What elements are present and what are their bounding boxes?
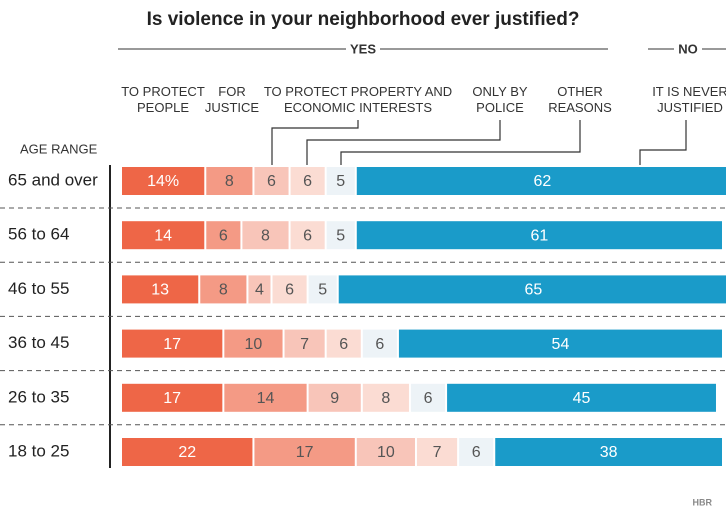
bar-segment (224, 329, 283, 358)
bar-segment (248, 275, 271, 304)
row-label: 56 to 64 (8, 225, 69, 244)
value-label: 13 (151, 282, 169, 299)
value-label: 17 (296, 444, 314, 461)
value-label: 8 (261, 227, 270, 244)
value-label: 7 (300, 336, 309, 353)
bar-segment (284, 329, 325, 358)
value-label: 6 (472, 444, 481, 461)
value-label: 38 (600, 444, 618, 461)
value-label: 5 (336, 227, 345, 244)
value-label: 14 (257, 390, 275, 407)
series-label: FOR JUSTICE (204, 84, 260, 115)
bar-segment (224, 383, 307, 412)
value-label: 5 (318, 282, 327, 299)
value-label: 61 (530, 227, 548, 244)
value-label: 6 (285, 282, 294, 299)
value-label: 14 (154, 227, 172, 244)
value-label: 6 (219, 227, 228, 244)
bar-segment (308, 275, 337, 304)
bar-segment (410, 383, 446, 412)
value-label: 14% (147, 173, 179, 190)
row-label: 65 and over (8, 170, 98, 189)
value-label: 65 (524, 282, 542, 299)
value-label: 9 (330, 390, 339, 407)
bar-segment (495, 438, 722, 466)
bar-segment (356, 221, 722, 250)
value-label: 8 (225, 173, 234, 190)
bar-segment (122, 438, 253, 466)
bar-segment (308, 383, 361, 412)
bar-segment (254, 438, 355, 466)
bar-segment (398, 329, 722, 358)
bar-segment (290, 221, 325, 250)
value-label: 7 (433, 444, 442, 461)
bar-segment (326, 221, 355, 250)
group-label: NO (678, 41, 698, 56)
value-label: 8 (219, 282, 228, 299)
bar-segment (290, 167, 325, 195)
value-label: 17 (163, 336, 181, 353)
bar-segment (122, 383, 223, 412)
series-label: TO PROTECT PEOPLE (121, 84, 205, 115)
bar-segment (416, 438, 458, 466)
bar-segment (356, 167, 726, 195)
bar-segment (362, 383, 409, 412)
bar-segment (356, 438, 415, 466)
group-label: YES (350, 41, 376, 56)
value-label: 6 (339, 336, 348, 353)
series-label: TO PROTECT PROPERTY AND ECONOMIC INTERES… (263, 84, 453, 115)
bar-segment (122, 221, 205, 250)
value-label: 62 (534, 173, 552, 190)
bar-segment (122, 275, 199, 304)
value-label: 6 (375, 336, 384, 353)
value-label: 4 (255, 282, 264, 299)
value-label: 17 (163, 390, 181, 407)
bar-segment (272, 275, 307, 304)
bar-segment (122, 329, 223, 358)
value-label: 6 (303, 227, 312, 244)
value-label: 6 (267, 173, 276, 190)
bar-segment (326, 167, 355, 195)
series-label: ONLY BY POLICE (472, 84, 528, 115)
chart-title: Is violence in your neighborhood ever ju… (147, 9, 580, 30)
bar-segment (459, 438, 494, 466)
series-label: OTHER REASONS (548, 84, 612, 115)
bar-segment (326, 329, 361, 358)
row-label: 46 to 55 (8, 279, 69, 298)
bar-segment (122, 167, 205, 195)
value-label: 6 (303, 173, 312, 190)
source-logo: HBR (693, 497, 713, 507)
value-label: 5 (336, 173, 345, 190)
axis-label: AGE RANGE (20, 141, 98, 156)
value-label: 6 (424, 390, 433, 407)
bar-segment (338, 275, 726, 304)
leader-lines (271, 120, 687, 165)
bar-segment (200, 275, 247, 304)
bar-segment (254, 167, 289, 195)
value-label: 8 (381, 390, 390, 407)
row-label: 18 to 25 (8, 441, 69, 460)
value-label: 10 (245, 336, 263, 353)
row-label: 36 to 45 (8, 333, 69, 352)
row-label: 26 to 35 (8, 387, 69, 406)
value-label: 54 (552, 336, 570, 353)
bar-segment (362, 329, 397, 358)
bar-segment (206, 167, 253, 195)
bar-segment (206, 221, 241, 250)
value-label: 22 (178, 444, 196, 461)
value-label: 45 (573, 390, 591, 407)
bar-segment (242, 221, 289, 250)
value-label: 10 (377, 444, 395, 461)
bar-segment (447, 383, 716, 412)
series-label: IT IS NEVER JUSTIFIED (652, 84, 726, 115)
